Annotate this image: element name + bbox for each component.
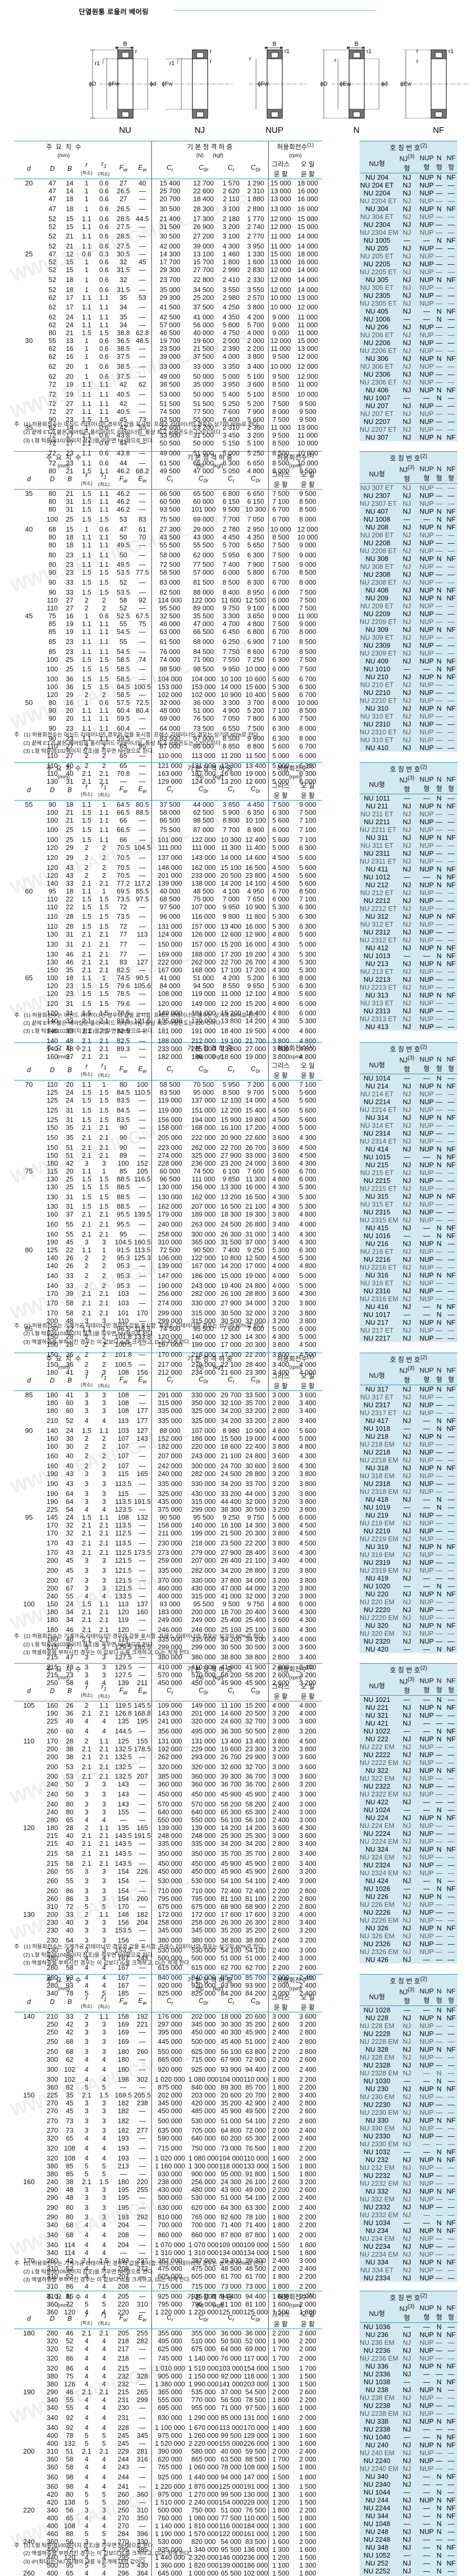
svg-text:ϕEw: ϕEw: [340, 81, 351, 87]
svg-text:NF: NF: [433, 126, 444, 135]
svg-text:r1: r1: [366, 48, 372, 55]
svg-text:r: r: [135, 48, 137, 55]
svg-text:r: r: [210, 48, 212, 55]
svg-text:ϕD: ϕD: [89, 81, 96, 87]
svg-text:NU: NU: [119, 126, 131, 135]
svg-text:B: B: [272, 41, 276, 47]
svg-text:r: r: [210, 58, 212, 65]
svg-text:r: r: [334, 57, 336, 64]
svg-text:r: r: [416, 48, 418, 55]
svg-text:ϕEw: ϕEw: [400, 81, 411, 87]
svg-text:NUP: NUP: [265, 126, 283, 135]
svg-text:r1: r1: [169, 60, 175, 67]
svg-text:B: B: [354, 41, 358, 47]
svg-text:ϕFw: ϕFw: [258, 81, 269, 87]
svg-text:r1: r1: [448, 48, 454, 55]
svg-text:NJ: NJ: [195, 126, 205, 135]
svg-text:r1: r1: [95, 60, 100, 67]
svg-text:ϕd: ϕd: [381, 81, 387, 87]
svg-text:r: r: [249, 56, 251, 62]
svg-text:ϕFw: ϕFw: [162, 81, 173, 87]
svg-text:ϕFw: ϕFw: [108, 81, 119, 87]
svg-text:r1: r1: [284, 48, 290, 55]
svg-text:B: B: [123, 41, 127, 47]
svg-text:N: N: [353, 126, 360, 135]
svg-text:r: r: [416, 58, 418, 65]
svg-text:ϕD: ϕD: [320, 81, 328, 87]
svg-text:ϕd: ϕd: [150, 81, 156, 87]
